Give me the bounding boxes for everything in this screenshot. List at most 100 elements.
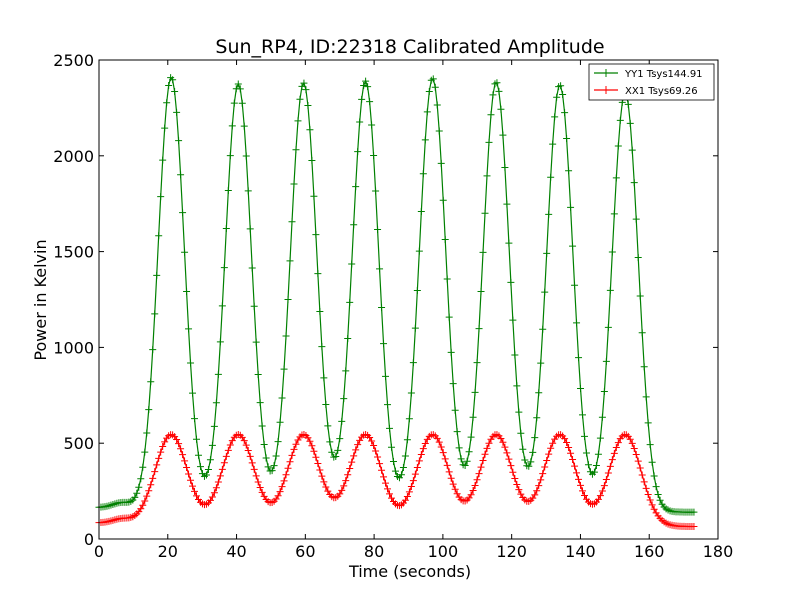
data-point (364, 83, 372, 91)
data-point (571, 281, 579, 289)
data-point (590, 468, 598, 476)
data-point (384, 485, 392, 493)
data-point (386, 424, 393, 432)
data-point (191, 487, 199, 495)
data-point (304, 102, 312, 110)
data-point (228, 122, 236, 130)
data-point (543, 249, 551, 257)
data-point (370, 441, 378, 449)
chart-title: Sun_RP4, ID:22318 Calibrated Amplitude (215, 36, 604, 58)
data-point (401, 452, 409, 460)
data-point (260, 440, 268, 448)
data-point (630, 445, 638, 453)
data-point (604, 469, 612, 477)
data-point (509, 468, 517, 476)
data-point (141, 497, 149, 505)
data-point (218, 302, 226, 310)
x-tick-label: 140 (565, 542, 596, 561)
data-point (433, 101, 441, 109)
data-point (547, 444, 555, 452)
data-point (519, 445, 527, 453)
data-point (505, 455, 513, 463)
data-point (157, 448, 165, 456)
data-point (469, 487, 477, 495)
data-point (507, 278, 515, 286)
data-point (212, 484, 220, 492)
data-point (507, 462, 515, 470)
data-point (437, 443, 445, 451)
data-point (280, 365, 288, 373)
data-point (324, 422, 332, 430)
data-point (561, 109, 569, 117)
data-point (224, 446, 232, 454)
data-point (648, 458, 656, 466)
data-point (220, 459, 228, 467)
data-point (248, 264, 256, 272)
data-point (640, 363, 648, 371)
data-point (592, 462, 600, 470)
data-point (521, 456, 529, 464)
data-point (537, 476, 545, 484)
data-point (439, 196, 447, 204)
data-point (342, 367, 350, 375)
data-point (573, 319, 581, 327)
data-point (632, 451, 640, 459)
data-point (411, 470, 419, 478)
data-point (638, 329, 646, 337)
data-point (226, 152, 234, 160)
data-point (135, 483, 143, 491)
data-point (479, 248, 487, 256)
data-point (525, 462, 533, 470)
data-point (575, 475, 583, 483)
data-point (308, 442, 316, 450)
data-point (549, 140, 557, 148)
data-point (636, 464, 644, 472)
data-point (644, 419, 652, 427)
data-point (194, 451, 202, 459)
data-point (642, 484, 650, 492)
data-point (405, 488, 413, 496)
data-point (505, 239, 513, 247)
data-point (511, 475, 519, 483)
data-point (179, 451, 187, 459)
data-point (268, 467, 276, 475)
data-point (322, 401, 330, 409)
data-point (503, 449, 511, 457)
data-point (497, 434, 505, 442)
data-point (690, 508, 698, 516)
legend-label: XX1 Tsys69.26 (625, 86, 698, 97)
data-point (413, 464, 421, 471)
data-point (387, 443, 395, 451)
data-point (302, 86, 310, 94)
data-point (356, 118, 364, 126)
data-point (579, 411, 587, 419)
tick-layer: 0 20 40 60 80 100 120 140 160 180 0 500 1000 1500 2000… (53, 51, 733, 561)
data-point (580, 432, 588, 440)
data-point (596, 492, 604, 500)
data-point (557, 82, 565, 90)
data-point (433, 434, 441, 442)
data-point (376, 265, 384, 273)
data-point (147, 481, 155, 489)
x-tick-label: 80 (364, 542, 384, 561)
data-point (216, 338, 224, 346)
data-point (234, 80, 242, 88)
data-point (439, 449, 447, 457)
data-point (187, 476, 195, 484)
data-point (543, 456, 551, 464)
data-point (312, 231, 320, 239)
data-point (214, 370, 222, 378)
data-point (610, 210, 618, 218)
data-point (569, 456, 577, 464)
data-point (250, 465, 258, 473)
data-point (159, 443, 167, 451)
data-point (489, 91, 497, 99)
data-point (529, 448, 537, 456)
data-point (423, 108, 431, 116)
data-point (161, 124, 169, 132)
data-point (539, 325, 547, 333)
data-point (646, 441, 654, 449)
data-point (461, 462, 469, 470)
data-point (334, 446, 342, 454)
data-point (177, 445, 185, 453)
